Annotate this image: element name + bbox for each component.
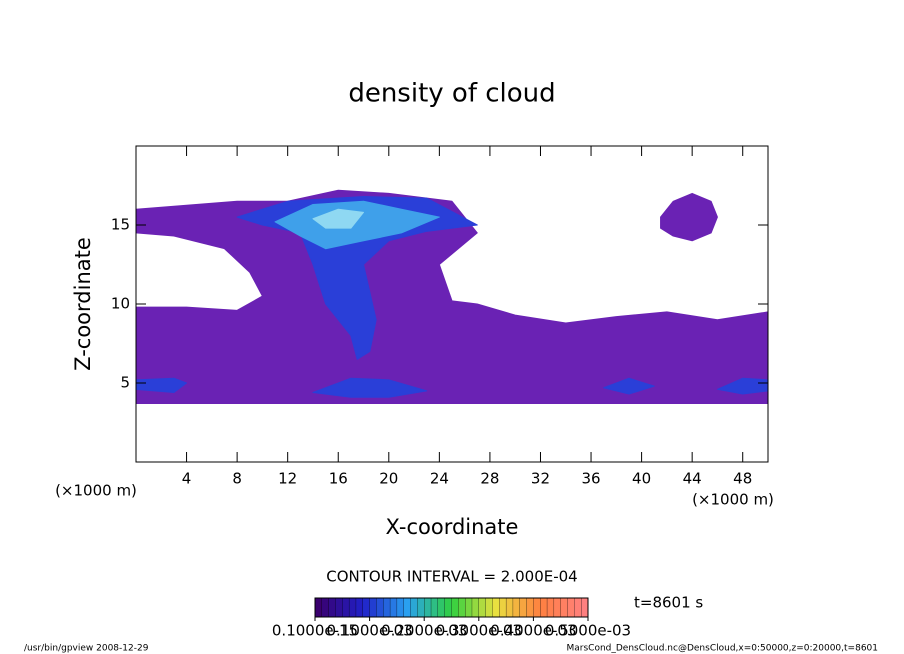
x-tick-label: 20 bbox=[379, 470, 398, 488]
colorbar-cell bbox=[492, 597, 500, 618]
colorbar-cell bbox=[396, 597, 405, 618]
x-tick-label: 36 bbox=[581, 470, 600, 488]
colorbar-cell bbox=[424, 597, 432, 618]
y-unit: (×1000 m) bbox=[55, 482, 137, 500]
y-tick-label: 15 bbox=[111, 216, 130, 234]
time-label: t=8601 s bbox=[634, 594, 703, 612]
colorbar-cell bbox=[505, 597, 514, 618]
colorbar-cell bbox=[567, 597, 575, 618]
x-tick-label: 4 bbox=[182, 470, 192, 488]
colorbar-cell bbox=[417, 597, 425, 618]
x-tick-label: 16 bbox=[329, 470, 348, 488]
colorbar-cell bbox=[519, 597, 528, 618]
colorbar-cell bbox=[581, 597, 589, 618]
contour-region bbox=[312, 377, 428, 398]
colorbar-cell bbox=[403, 597, 412, 618]
x-tick-label: 8 bbox=[232, 470, 242, 488]
colorbar-cell bbox=[526, 597, 534, 618]
colorbar-cell bbox=[478, 597, 487, 618]
colorbar-cell bbox=[335, 597, 343, 618]
colorbar-cell bbox=[540, 597, 548, 618]
x-unit: (×1000 m) bbox=[692, 491, 774, 509]
colorbar-tick-label: 0.2000e-03 bbox=[381, 622, 467, 640]
colorbar-frame bbox=[314, 597, 589, 618]
colorbar-cell bbox=[560, 597, 568, 618]
x-tick-label: 40 bbox=[632, 470, 651, 488]
colorbar-cell bbox=[437, 597, 446, 618]
colorbar-cell bbox=[512, 597, 521, 618]
contour-region bbox=[135, 189, 769, 405]
colorbar-tick-label: 0.3000e-03 bbox=[436, 622, 522, 640]
colorbar-cell bbox=[485, 597, 493, 618]
x-axis-label: X-coordinate bbox=[386, 515, 519, 539]
colorbar-cell bbox=[342, 597, 350, 618]
colorbar-cell bbox=[533, 597, 541, 618]
contour-region bbox=[660, 192, 718, 242]
chart-title: density of cloud bbox=[348, 79, 555, 109]
colorbar-cell bbox=[471, 597, 480, 618]
x-tick-label: 24 bbox=[430, 470, 449, 488]
footer-right: MarsCond_DensCloud.nc@DensCloud,x=0:5000… bbox=[567, 644, 879, 654]
colorbar-cell bbox=[328, 597, 336, 618]
colorbar-cell bbox=[376, 597, 384, 618]
x-tick-label: 28 bbox=[480, 470, 499, 488]
x-tick-label: 12 bbox=[278, 470, 297, 488]
contour-region bbox=[236, 196, 478, 360]
colorbar-cell bbox=[355, 597, 364, 618]
colorbar-cell bbox=[389, 597, 398, 618]
x-tick-label: 48 bbox=[733, 470, 752, 488]
colorbar-cell bbox=[444, 597, 452, 618]
colorbar-tick-label: 0.4000e-03 bbox=[490, 622, 576, 640]
colorbar-cell bbox=[458, 597, 466, 618]
colorbar-cell bbox=[499, 597, 507, 618]
colorbar-cell bbox=[451, 597, 459, 618]
y-tick-label: 5 bbox=[120, 374, 130, 392]
contour-region bbox=[312, 208, 365, 229]
colorbar-tick-label: 0.1000e-03 bbox=[326, 622, 412, 640]
colorbar-tick-label: 0.1000e-15 bbox=[272, 622, 358, 640]
y-axis-label: Z-coordinate bbox=[71, 237, 95, 371]
y-tick-label: 10 bbox=[111, 295, 130, 313]
colorbar-cell bbox=[464, 597, 473, 618]
x-tick-label: 44 bbox=[683, 470, 702, 488]
colorbar-tick-label: 0.5000e-03 bbox=[545, 622, 631, 640]
colorbar-cell bbox=[574, 597, 582, 618]
colorbar-cell bbox=[430, 597, 439, 618]
colorbar-cell bbox=[314, 597, 323, 618]
colorbar-cell bbox=[383, 597, 391, 618]
colorbar-cell bbox=[362, 597, 371, 618]
contour-region bbox=[603, 377, 655, 395]
colorbar-cell bbox=[553, 597, 562, 618]
colorbar-cell bbox=[369, 597, 377, 618]
colorbar-cell bbox=[410, 597, 418, 618]
contour-region bbox=[274, 200, 440, 250]
colorbar-cell bbox=[546, 597, 555, 618]
contour-interval: CONTOUR INTERVAL = 2.000E-04 bbox=[326, 568, 577, 586]
colorbar-cell bbox=[348, 597, 357, 618]
colorbar-cell bbox=[321, 597, 330, 618]
footer-left: /usr/bin/gpview 2008-12-29 bbox=[24, 644, 149, 654]
x-tick-label: 32 bbox=[531, 470, 550, 488]
